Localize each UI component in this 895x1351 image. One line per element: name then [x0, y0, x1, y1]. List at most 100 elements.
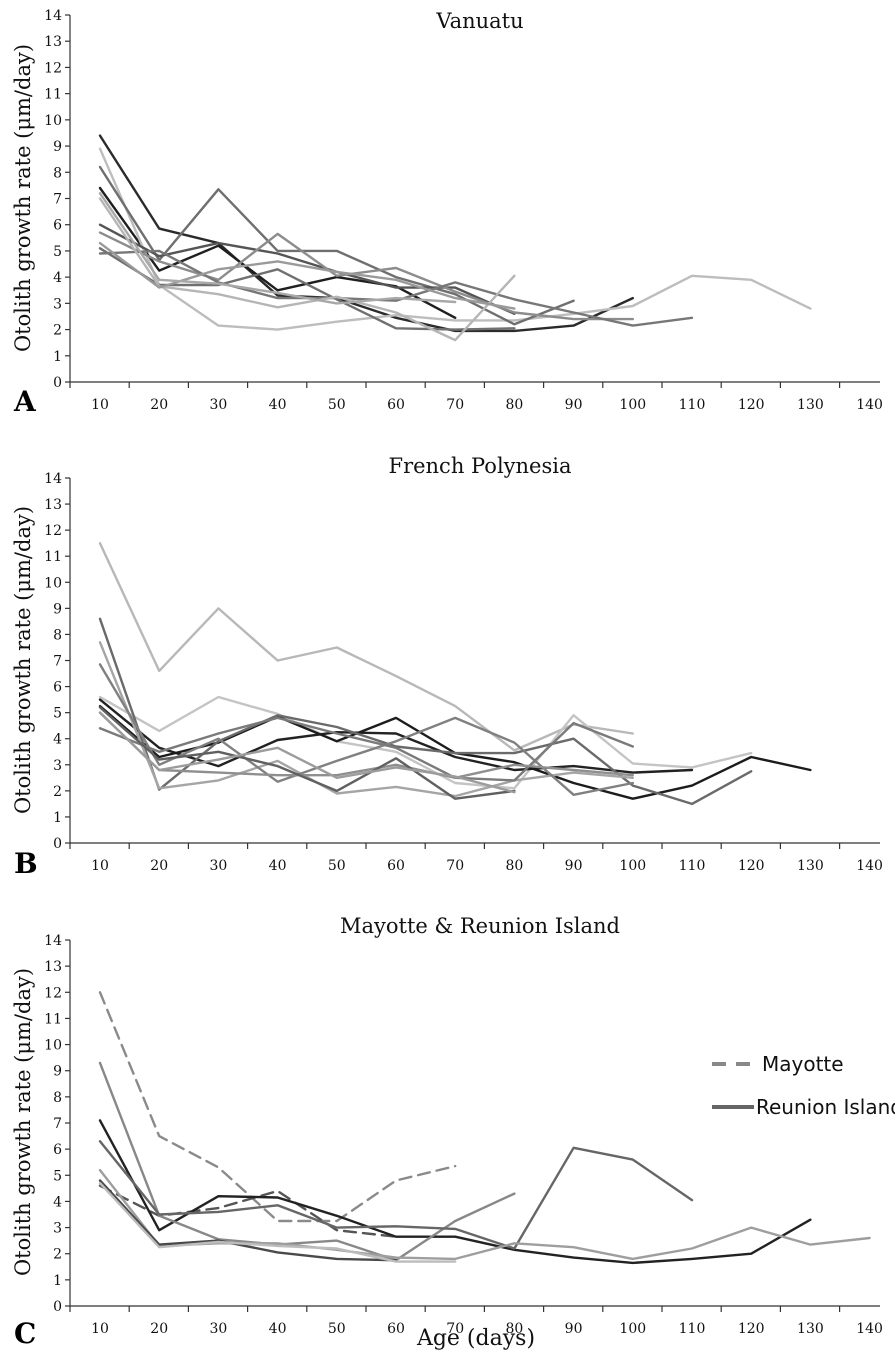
y-tick-label: 8: [53, 1090, 62, 1106]
x-tick-label: 120: [738, 858, 765, 874]
y-tick-label: 6: [53, 1142, 62, 1158]
x-tick-label: 120: [738, 1321, 765, 1337]
y-tick-label: 12: [44, 60, 62, 76]
x-tick-label: 60: [387, 397, 405, 413]
y-tick-label: 8: [53, 165, 62, 181]
y-tick-label: 11: [44, 87, 62, 103]
x-tick-label: 80: [505, 858, 523, 874]
x-tick-label: 10: [91, 858, 109, 874]
y-tick-label: 0: [53, 1299, 62, 1315]
x-tick-label: 110: [679, 1321, 706, 1337]
series-line-6: [98, 231, 634, 321]
y-tick-label: 7: [53, 1116, 62, 1132]
y-tick-label: 6: [53, 218, 62, 234]
x-tick-label: 30: [209, 397, 227, 413]
y-tick-label: 2: [53, 784, 62, 800]
y-tick-label: 4: [53, 1194, 62, 1210]
series-line-4: [98, 165, 575, 326]
y-tick-label: 13: [44, 959, 62, 975]
legend-label: Reunion Island: [756, 1095, 895, 1119]
series-line-9: [98, 197, 516, 342]
series-line-2: [98, 695, 753, 790]
series-line-2: [98, 1184, 398, 1238]
series-line-3: [98, 1119, 812, 1265]
y-tick-label: 10: [44, 575, 62, 591]
series-line-2: [98, 186, 457, 319]
x-tick-label: 20: [150, 1321, 168, 1337]
series-line-10: [98, 706, 516, 800]
y-tick-label: 0: [53, 836, 62, 852]
y-tick-label: 7: [53, 654, 62, 670]
y-tick-label: 13: [44, 497, 62, 513]
panel-title: Mayotte & Reunion Island: [340, 914, 620, 938]
panel-letter: B: [14, 847, 38, 880]
x-tick-label: 40: [269, 1321, 287, 1337]
y-tick-label: 11: [44, 1011, 62, 1027]
y-tick-label: 3: [53, 1221, 62, 1237]
y-tick-label: 12: [44, 523, 62, 539]
panel-title: French Polynesia: [389, 454, 572, 478]
x-tick-label: 70: [446, 397, 464, 413]
y-tick-label: 9: [53, 601, 62, 617]
x-tick-label: 60: [387, 1321, 405, 1337]
y-axis-label: Otolith growth rate (μm/day): [11, 968, 35, 1276]
y-tick-label: 10: [44, 113, 62, 129]
y-tick-label: 0: [53, 375, 62, 391]
y-tick-label: 14: [44, 471, 62, 487]
legend-label: Mayotte: [762, 1052, 844, 1076]
x-tick-label: 80: [505, 1321, 523, 1337]
y-tick-label: 3: [53, 758, 62, 774]
x-tick-label: 50: [328, 858, 346, 874]
series-line-8: [98, 1181, 457, 1263]
series-line-10: [98, 241, 516, 310]
x-tick-label: 140: [856, 1321, 883, 1337]
x-tick-label: 110: [679, 397, 706, 413]
x-tick-label: 90: [565, 397, 583, 413]
series-line-11: [98, 192, 457, 305]
x-tick-label: 100: [619, 1321, 646, 1337]
series-line-5: [98, 1140, 694, 1250]
series-line-6: [98, 1168, 871, 1261]
y-tick-label: 8: [53, 627, 62, 643]
y-tick-label: 11: [44, 549, 62, 565]
series-line-11: [98, 711, 516, 794]
series-line-8: [98, 249, 694, 327]
x-tick-label: 110: [679, 858, 706, 874]
y-tick-label: 10: [44, 1038, 62, 1054]
x-tick-label: 30: [209, 1321, 227, 1337]
y-tick-label: 12: [44, 985, 62, 1001]
x-tick-label: 140: [856, 397, 883, 413]
y-tick-label: 1: [53, 1273, 62, 1289]
x-tick-label: 20: [150, 858, 168, 874]
y-tick-label: 9: [53, 139, 62, 155]
y-axis-label: Otolith growth rate (μm/day): [11, 506, 35, 814]
x-tick-label: 10: [91, 397, 109, 413]
x-tick-label: 120: [738, 397, 765, 413]
y-tick-label: 5: [53, 244, 62, 260]
y-tick-label: 1: [53, 810, 62, 826]
series-line-3: [98, 147, 812, 331]
y-axis-label: Otolith growth rate (μm/day): [11, 44, 35, 352]
x-axis-label: Age (days): [416, 1326, 535, 1351]
panel-letter: A: [13, 385, 37, 418]
y-tick-label: 2: [53, 323, 62, 339]
x-tick-label: 100: [619, 858, 646, 874]
series-line-7: [98, 1179, 398, 1262]
x-tick-label: 130: [797, 1321, 824, 1337]
x-tick-label: 90: [565, 858, 583, 874]
y-tick-label: 4: [53, 732, 62, 748]
series-line-1: [98, 134, 634, 333]
x-tick-label: 130: [797, 397, 824, 413]
series-line-7: [98, 663, 634, 796]
series-line-6: [98, 641, 634, 798]
x-tick-label: 40: [269, 858, 287, 874]
x-tick-label: 70: [446, 1321, 464, 1337]
series-line-1: [98, 542, 634, 752]
x-tick-label: 30: [209, 858, 227, 874]
series-line-1: [98, 991, 457, 1223]
x-tick-label: 80: [505, 397, 523, 413]
x-tick-label: 140: [856, 858, 883, 874]
